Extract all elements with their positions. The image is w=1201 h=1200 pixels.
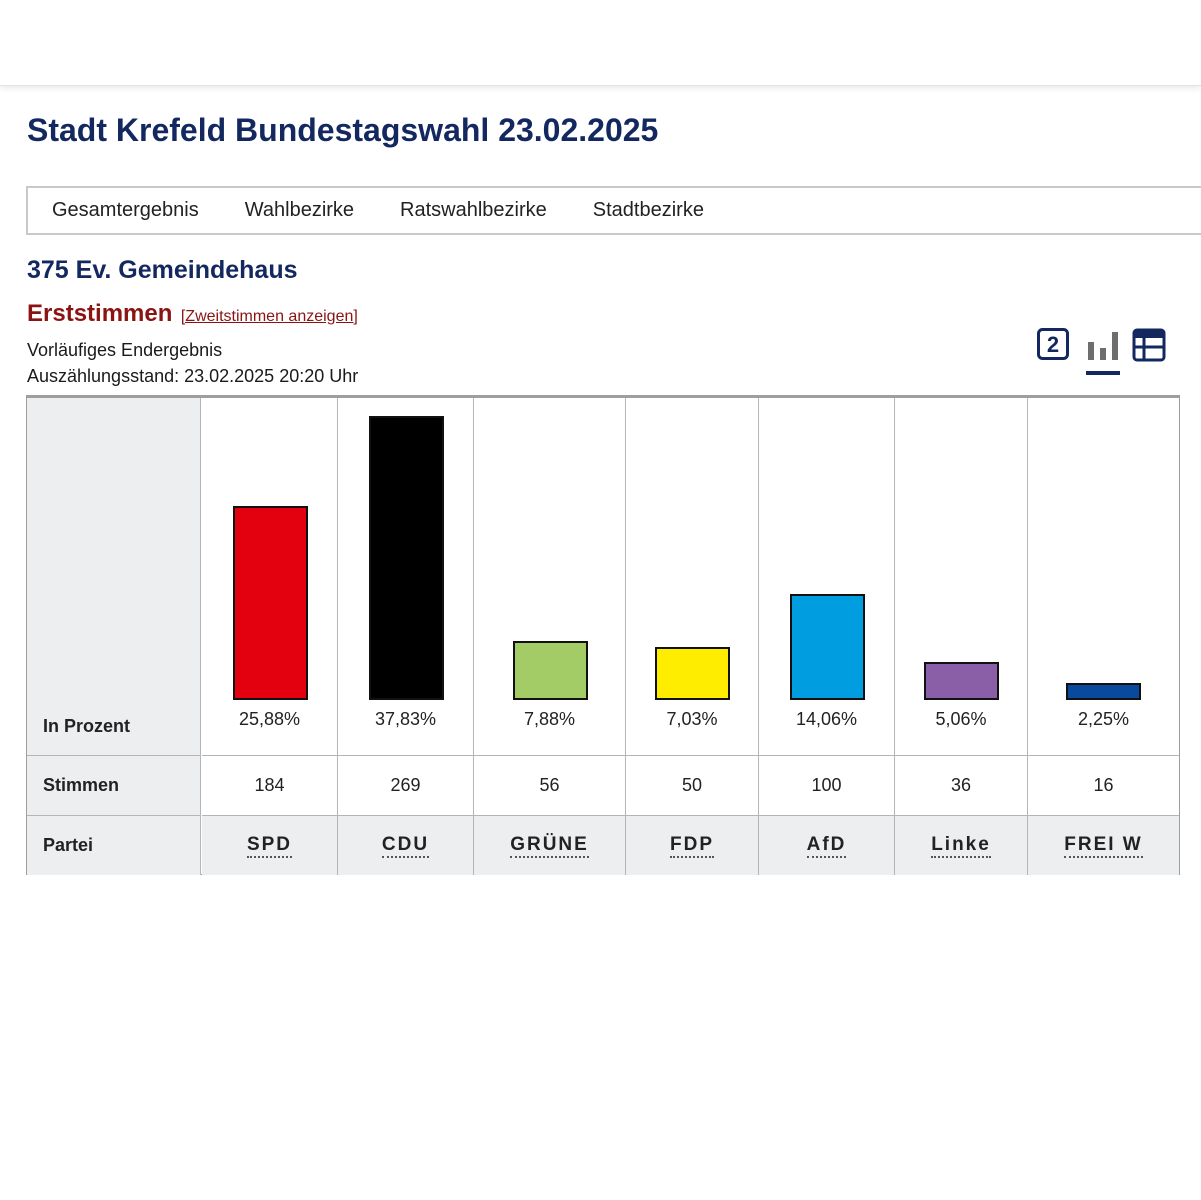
- bar: [513, 641, 588, 700]
- data-label: 14,06%: [795, 709, 858, 729]
- data-label: 25,88%: [238, 709, 301, 729]
- nav-item-gesamtergebnis[interactable]: Gesamtergebnis: [52, 199, 199, 221]
- nav-item-ratswahlbezirke[interactable]: Ratswahlbezirke: [400, 199, 547, 221]
- party-cell: CDU: [338, 815, 473, 875]
- vote-count-cell: 56: [474, 755, 625, 815]
- party-cell: GRÜNE: [474, 815, 625, 875]
- party-name-link[interactable]: SPD: [246, 834, 293, 858]
- party-name-link[interactable]: AfD: [806, 834, 847, 858]
- party-cell: SPD: [202, 815, 337, 875]
- bar: [369, 416, 444, 700]
- vote-count-cell: 50: [626, 755, 758, 815]
- data-label: 7,03%: [666, 709, 718, 729]
- party-column: 7,88% 56 GRÜNE: [474, 398, 626, 875]
- party-cell: Linke: [895, 815, 1027, 875]
- bar: [655, 647, 730, 700]
- data-label: 37,83%: [374, 709, 437, 729]
- vote-type-label: Erststimmen: [27, 300, 173, 327]
- data-label: 5,06%: [935, 709, 987, 729]
- data-label: 2,25%: [1077, 709, 1130, 729]
- party-name-link[interactable]: GRÜNE: [510, 834, 589, 858]
- view-toggle: 2: [1034, 328, 1174, 376]
- party-column: 7,03% 50 FDP: [626, 398, 759, 875]
- number-view-icon[interactable]: 2: [1037, 328, 1069, 365]
- party-name-link[interactable]: FDP: [670, 834, 714, 858]
- party-column: 14,06% 100 AfD: [759, 398, 895, 875]
- nav-item-stadtbezirke[interactable]: Stadtbezirke: [592, 199, 704, 221]
- bar: [233, 506, 308, 700]
- table-view-icon[interactable]: [1132, 328, 1166, 367]
- party-cell: FDP: [626, 815, 758, 875]
- vote-count-cell: 16: [1028, 755, 1179, 815]
- row-label-party: Partei: [27, 815, 201, 875]
- results-chart-table: In Prozent Stimmen Partei 25,88% 184 SPD 37…: [26, 395, 1180, 875]
- bar-chart-icon[interactable]: [1086, 328, 1120, 375]
- bar: [924, 662, 999, 700]
- nav-item-wahlbezirke[interactable]: Wahlbezirke: [244, 199, 355, 221]
- party-column: 37,83% 269 CDU: [338, 398, 474, 875]
- party-name-link[interactable]: CDU: [381, 834, 430, 858]
- data-label: 7,88%: [523, 709, 576, 729]
- count-timestamp: Auszählungsstand: 23.02.2025 20:20 Uhr: [27, 366, 359, 386]
- vote-type-heading: Erststimmen [Zweitstimmen anzeigen]: [27, 300, 358, 328]
- top-header-band: [0, 0, 1201, 86]
- vote-count-cell: 269: [338, 755, 473, 815]
- party-cell: FREI W: [1028, 815, 1179, 875]
- party-column: 5,06% 36 Linke: [895, 398, 1028, 875]
- party-name-link[interactable]: FREI W: [1064, 834, 1143, 858]
- party-column: 2,25% 16 FREI W: [1028, 398, 1179, 875]
- district-title: 375 Ev. Gemeindehaus: [27, 256, 298, 284]
- vote-count-cell: 184: [202, 755, 337, 815]
- row-label-percent: In Prozent: [27, 398, 201, 755]
- party-name-link[interactable]: Linke: [931, 834, 991, 858]
- main-nav: Gesamtergebnis Wahlbezirke Ratswahlbezir…: [26, 186, 1201, 235]
- bar: [790, 594, 865, 700]
- party-cell: AfD: [759, 815, 894, 875]
- bar: [1066, 683, 1141, 700]
- vote-count-cell: 36: [895, 755, 1027, 815]
- vote-count-cell: 100: [759, 755, 894, 815]
- svg-text:2: 2: [1047, 332, 1059, 357]
- row-label-votes: Stimmen: [27, 755, 201, 815]
- party-column: 25,88% 184 SPD: [202, 398, 338, 875]
- switch-to-second-votes-link[interactable]: [Zweitstimmen anzeigen]: [180, 308, 358, 325]
- page-title: Stadt Krefeld Bundestagswahl 23.02.2025: [27, 112, 659, 148]
- result-status: Vorläufiges Endergebnis: [27, 340, 223, 360]
